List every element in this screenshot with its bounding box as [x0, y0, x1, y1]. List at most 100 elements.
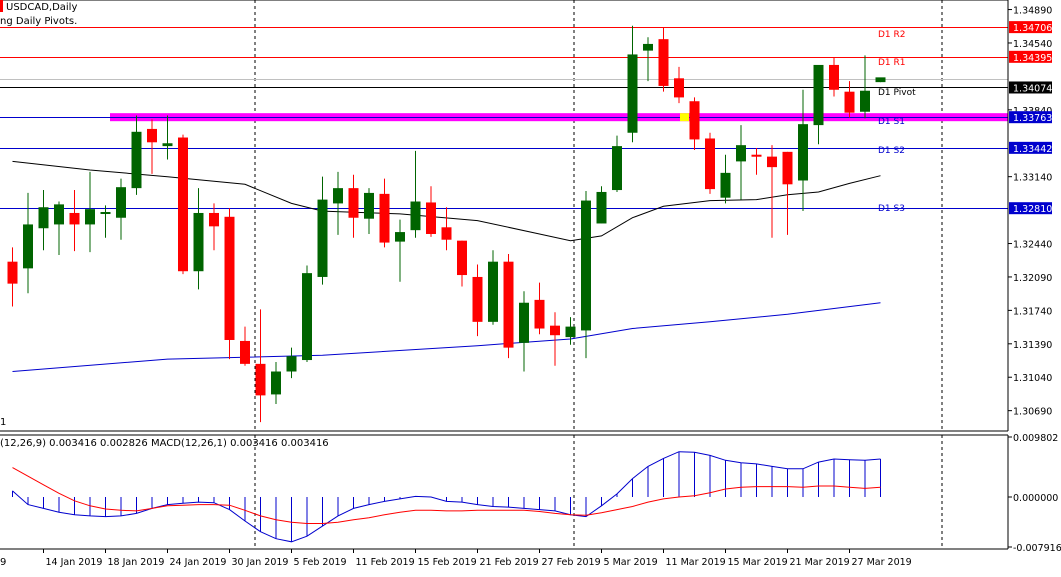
- candle-body-bearish[interactable]: [503, 261, 514, 348]
- macd-axis-label: -0.007916: [1013, 543, 1061, 554]
- candle-body-bullish[interactable]: [720, 172, 731, 198]
- price-tag-label: 1.33442: [1013, 144, 1052, 155]
- macd-label: (12,26,9) 0.003416 0.002826 MACD(12,26,1…: [0, 438, 329, 449]
- date-axis-label: 11 Feb 2019: [356, 557, 415, 568]
- pivot-label-r1: D1 R1: [878, 58, 906, 68]
- price-axis-label: 1.31040: [1013, 373, 1052, 384]
- price-tag: [1009, 141, 1052, 154]
- candle-body-bearish[interactable]: [224, 216, 235, 340]
- candle-body-bullish[interactable]: [643, 43, 653, 51]
- macd-panel-marker: 1: [0, 417, 6, 428]
- date-axis-label: 21 Feb 2019: [480, 557, 539, 568]
- candle-body-bearish[interactable]: [534, 299, 545, 329]
- candle-body-bullish[interactable]: [736, 145, 746, 162]
- candle-body-bullish[interactable]: [54, 204, 64, 225]
- candle-body-bearish[interactable]: [457, 240, 467, 276]
- candle-body-bearish[interactable]: [255, 363, 266, 396]
- candle-body-bullish[interactable]: [860, 90, 870, 112]
- candle-body-bearish[interactable]: [829, 64, 839, 90]
- candle-body-bullish[interactable]: [581, 200, 591, 331]
- candle-body-bullish[interactable]: [116, 187, 126, 218]
- date-axis-label: 15 Mar 2019: [728, 557, 788, 568]
- candle-body-bullish[interactable]: [565, 326, 576, 338]
- pivot-label-pivot: D1 Pivot: [878, 88, 916, 98]
- price-tag: [1009, 202, 1052, 215]
- candle-body-bullish[interactable]: [193, 212, 204, 272]
- candle-body-bullish[interactable]: [23, 224, 33, 269]
- date-axis-label: 18 Jan 2019: [108, 557, 165, 568]
- candle-body-bullish[interactable]: [364, 192, 374, 219]
- candle-body-bearish[interactable]: [689, 101, 700, 140]
- candle-body-bullish[interactable]: [627, 54, 638, 133]
- price-tag-label: 1.33763: [1013, 113, 1052, 124]
- macd-axis-label: 0.009802: [1013, 433, 1058, 444]
- candle-body-bearish[interactable]: [550, 325, 560, 336]
- candle-body-bearish[interactable]: [767, 156, 777, 168]
- candle-body-bullish[interactable]: [162, 143, 173, 147]
- price-axis-label: 1.31390: [1013, 340, 1052, 351]
- candle-body-bullish[interactable]: [612, 146, 622, 191]
- candle-body-bearish[interactable]: [782, 151, 793, 185]
- price-axis-label: 1.31740: [1013, 306, 1052, 317]
- candle-body-bullish[interactable]: [813, 64, 824, 126]
- pivot-label-s3: D1 S3: [878, 204, 905, 214]
- date-axis-label: 5 Feb 2019: [294, 557, 347, 568]
- candle-body-bearish[interactable]: [426, 202, 436, 234]
- candle-body-bearish[interactable]: [441, 227, 452, 240]
- candle-body-bearish[interactable]: [658, 39, 669, 86]
- candle-body-bearish[interactable]: [348, 188, 359, 218]
- date-axis-label: 27 Mar 2019: [852, 557, 912, 568]
- candle-body-bullish[interactable]: [488, 261, 498, 322]
- date-label-partial: 9: [0, 557, 6, 568]
- price-tag: [1009, 50, 1052, 63]
- symbol-color-marker: [0, 0, 3, 12]
- price-tag: [1009, 21, 1052, 34]
- date-axis-label: 27 Feb 2019: [542, 557, 601, 568]
- candle-body-bearish[interactable]: [7, 261, 18, 284]
- candle-body-bullish[interactable]: [286, 356, 297, 372]
- macd-axis-label: 0.000000: [1013, 493, 1058, 504]
- candle-body-bullish[interactable]: [271, 371, 281, 395]
- candle-body-bullish[interactable]: [798, 124, 808, 181]
- pivot-label-r2: D1 R2: [878, 30, 906, 40]
- date-axis-label: 30 Jan 2019: [232, 557, 289, 568]
- price-axis-label: 1.34890: [1013, 6, 1052, 17]
- price-axis-label: 1.34540: [1013, 39, 1052, 50]
- candle-body-bearish[interactable]: [705, 138, 715, 190]
- candle-body-bullish[interactable]: [85, 209, 95, 225]
- candle-body-bullish[interactable]: [410, 201, 421, 231]
- candle-body-bearish[interactable]: [209, 212, 219, 227]
- macd-signal-line: [12, 467, 881, 524]
- candle-body-bearish[interactable]: [472, 276, 483, 322]
- symbol-label: USDCAD,Daily: [6, 2, 77, 13]
- candle-body-bearish[interactable]: [379, 193, 390, 243]
- candle-body-bullish[interactable]: [333, 188, 343, 204]
- date-axis-label: 21 Mar 2019: [790, 557, 850, 568]
- candle-body-bearish[interactable]: [178, 137, 188, 272]
- support-zone-marker: [680, 113, 689, 122]
- price-tag: [1009, 81, 1052, 94]
- price-axis-label: 1.32090: [1013, 273, 1052, 284]
- candle-body-bearish[interactable]: [674, 78, 684, 98]
- price-axis-label: 1.33140: [1013, 173, 1052, 184]
- date-axis-label: 14 Jan 2019: [46, 557, 103, 568]
- price-axis-label: 1.32440: [1013, 240, 1052, 251]
- candle-body-bullish[interactable]: [131, 131, 142, 189]
- candle-body-bearish[interactable]: [240, 340, 250, 364]
- candle-body-bullish[interactable]: [38, 207, 49, 229]
- candle-body-bullish[interactable]: [519, 302, 529, 343]
- candle-body-bullish[interactable]: [317, 199, 328, 277]
- candle-body-bearish[interactable]: [69, 212, 80, 225]
- candle-body-bearish[interactable]: [751, 154, 762, 157]
- date-axis-label: 5 Mar 2019: [604, 557, 658, 568]
- date-axis-label: 11 Mar 2019: [666, 557, 726, 568]
- candle-body-bullish[interactable]: [395, 232, 405, 242]
- candle-body-bullish[interactable]: [596, 191, 607, 224]
- candle-body-bearish[interactable]: [844, 91, 855, 113]
- candle-body-bullish[interactable]: [875, 77, 886, 83]
- candle-body-bullish[interactable]: [302, 273, 312, 361]
- candle-body-bearish[interactable]: [147, 128, 157, 143]
- candle-body-bullish[interactable]: [100, 212, 111, 215]
